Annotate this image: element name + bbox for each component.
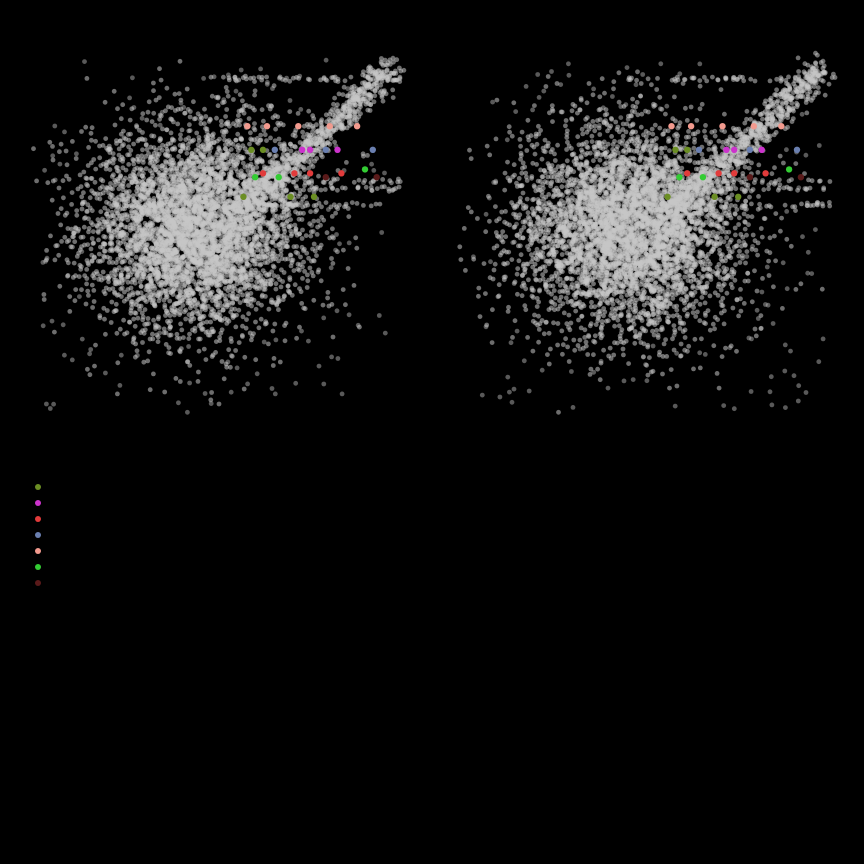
legend-item	[35, 512, 49, 526]
legend-item	[35, 544, 49, 558]
legend-dot-icon	[35, 580, 41, 586]
scatter-panel-right	[452, 40, 844, 432]
scatter-svg-right	[452, 40, 844, 432]
legend-dot-icon	[35, 484, 41, 490]
plot-area-right	[452, 40, 844, 432]
legend-dot-icon	[35, 500, 41, 506]
plot-area-left	[20, 40, 412, 432]
legend	[35, 480, 49, 592]
legend-dot-icon	[35, 564, 41, 570]
legend-dot-icon	[35, 548, 41, 554]
legend-dot-icon	[35, 532, 41, 538]
legend-item	[35, 560, 49, 574]
legend-item	[35, 480, 49, 494]
legend-item	[35, 496, 49, 510]
scatter-svg-left	[20, 40, 412, 432]
legend-item	[35, 528, 49, 542]
legend-item	[35, 576, 49, 590]
scatter-panel-left	[20, 40, 412, 432]
legend-dot-icon	[35, 516, 41, 522]
